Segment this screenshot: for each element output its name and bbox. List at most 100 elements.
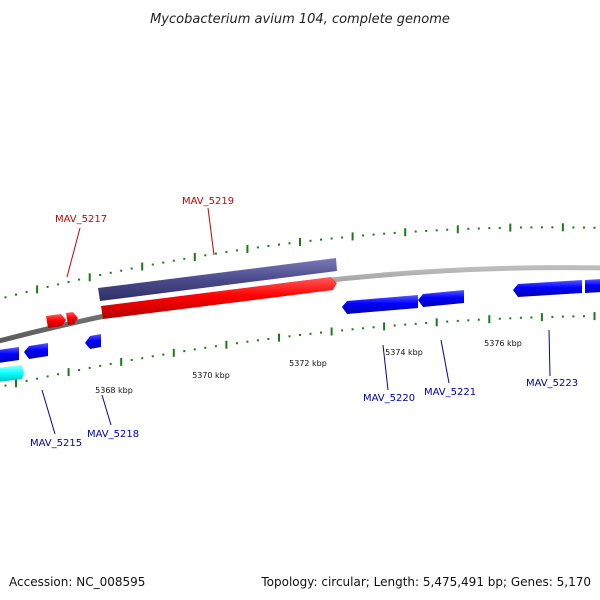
inner-tick-minor (309, 332, 312, 335)
inner-tick-minor (162, 353, 165, 356)
outer-tick-minor (4, 296, 7, 299)
feature-bar-purple (98, 258, 337, 301)
gene-forward-small-2[interactable] (66, 312, 78, 325)
inner-tick-minor (530, 316, 533, 319)
outer-tick-minor (477, 227, 480, 230)
outer-tick-minor (67, 281, 70, 283)
outer-tick-minor (120, 269, 123, 272)
inner-tick-major (120, 357, 123, 366)
leader-line-mav-5223 (548, 329, 551, 377)
outer-tick-minor (109, 271, 112, 274)
gene-label-mav-5218[interactable]: MAV_5218 (87, 429, 139, 440)
inner-tick-minor (351, 328, 354, 331)
outer-tick-row (4, 223, 596, 299)
outer-tick-minor (551, 226, 554, 229)
outer-tick-minor (383, 232, 386, 235)
outer-tick-minor (446, 228, 449, 231)
inner-tick-major (330, 327, 333, 336)
scale-label-5370: 5370 kbp (192, 371, 230, 380)
outer-tick-minor (488, 227, 491, 230)
leader-line-mav-5219 (207, 207, 215, 256)
inner-tick-minor (446, 320, 449, 323)
inner-tick-minor (341, 329, 344, 332)
inner-tick-minor (288, 335, 291, 338)
gene-label-mav-5223[interactable]: MAV_5223 (526, 378, 578, 389)
inner-tick-minor (141, 357, 144, 360)
outer-tick-minor (57, 283, 60, 286)
outer-tick-minor (235, 249, 238, 252)
inner-tick-minor (78, 369, 81, 371)
gene-label-mav-5219[interactable]: MAV_5219 (182, 196, 234, 207)
outer-tick-minor (46, 285, 49, 288)
outer-tick-major (561, 223, 564, 232)
outer-tick-minor (593, 226, 596, 229)
inner-tick-minor (551, 315, 554, 318)
inner-tick-minor (193, 348, 196, 351)
inner-tick-minor (183, 350, 186, 353)
leader-line-mav-5221 (440, 339, 450, 384)
outer-tick-minor (498, 226, 501, 229)
inner-tick-minor (467, 319, 470, 322)
gene-rna[interactable] (0, 365, 24, 382)
gene-reverse-edge[interactable] (585, 279, 600, 293)
map-title: Mycobacterium avium 104, complete genome (150, 12, 450, 27)
inner-tick-minor (151, 355, 154, 358)
outer-tick-major (88, 273, 91, 282)
gene-forward-mav-5219[interactable] (101, 277, 337, 319)
outer-tick-minor (519, 226, 522, 229)
inner-tick-minor (425, 322, 428, 324)
outer-tick-minor (330, 237, 333, 240)
outer-tick-minor (25, 291, 28, 293)
gene-label-mav-5217[interactable]: MAV_5217 (55, 214, 107, 225)
inner-tick-minor (320, 331, 322, 334)
accession-text: Accession: NC_008595 (9, 575, 145, 589)
gene-reverse-mav-5215[interactable] (0, 347, 19, 363)
gene-forward-small-1[interactable] (46, 314, 66, 328)
gene-label-mav-5221[interactable]: MAV_5221 (424, 387, 476, 398)
outer-tick-minor (151, 263, 154, 266)
inner-tick-minor (519, 316, 522, 319)
gene-label-mav-5215[interactable]: MAV_5215 (30, 438, 82, 449)
outer-tick-minor (130, 267, 133, 270)
inner-tick-major (225, 340, 228, 349)
inner-tick-minor (404, 323, 407, 326)
outer-tick-minor (425, 229, 428, 232)
gene-label-mav-5220[interactable]: MAV_5220 (363, 393, 415, 404)
outer-tick-minor (530, 226, 533, 229)
inner-tick-minor (372, 326, 375, 329)
inner-tick-minor (46, 375, 49, 378)
inner-tick-minor (477, 318, 480, 321)
outer-tick-minor (288, 242, 291, 245)
gene-reverse-mav-5223[interactable] (513, 280, 582, 297)
inner-tick-minor (362, 327, 365, 330)
gene-reverse-small-1[interactable] (24, 343, 48, 359)
inner-tick-minor (498, 317, 501, 320)
inner-tick-minor (456, 319, 459, 322)
inner-tick-minor (235, 342, 238, 345)
inner-tick-minor (267, 337, 270, 340)
outer-tick-minor (414, 230, 417, 233)
outer-tick-minor (256, 246, 259, 249)
inner-tick-minor (572, 315, 575, 318)
gene-reverse-mav-5221[interactable] (418, 290, 464, 307)
outer-tick-minor (467, 227, 470, 230)
outer-tick-minor (99, 274, 102, 276)
scale-label-5374: 5374 kbp (385, 348, 423, 357)
inner-tick-minor (99, 364, 102, 367)
gene-reverse-mav-5218[interactable] (85, 334, 101, 349)
outer-tick-minor (278, 243, 280, 246)
outer-tick-major (456, 225, 459, 234)
outer-tick-minor (214, 252, 217, 255)
inner-tick-minor (393, 324, 396, 327)
inner-tick-major (172, 348, 175, 357)
inner-tick-major (435, 318, 438, 327)
inner-tick-minor (583, 315, 585, 318)
outer-tick-minor (372, 233, 375, 236)
inner-tick-minor (88, 366, 91, 369)
gene-reverse-mav-5220[interactable] (342, 295, 418, 314)
outer-tick-minor (162, 261, 165, 264)
outer-tick-minor (435, 229, 438, 232)
outer-tick-minor (393, 231, 396, 234)
scale-label-5376: 5376 kbp (484, 339, 522, 348)
